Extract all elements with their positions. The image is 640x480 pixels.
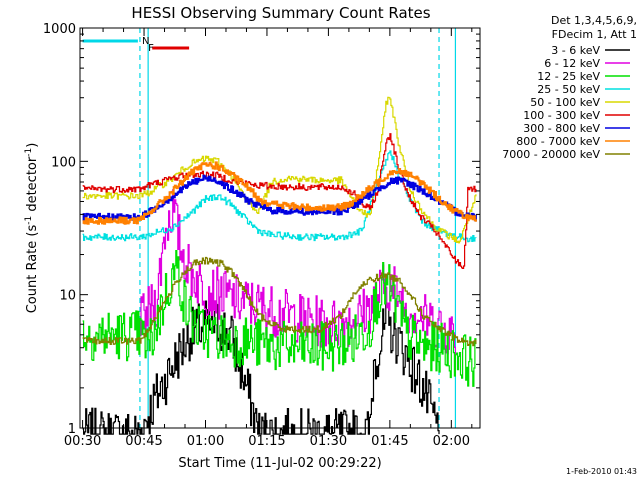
x-tick-label-6: 02:00	[433, 434, 470, 449]
series-line-8	[82, 256, 477, 347]
legend-label-3: 25 - 50 keV	[537, 83, 600, 96]
y-tick-label-2: 100	[51, 155, 76, 170]
legend-header-1: Det 1,3,4,5,6,9,	[551, 14, 637, 27]
series-line-7	[82, 161, 477, 225]
chart-title: HESSI Observing Summary Count Rates	[131, 4, 430, 22]
legend-label-7: 800 - 7000 keV	[516, 135, 600, 148]
x-tick-label-4: 01:30	[310, 434, 347, 449]
legend-label-1: 6 - 12 keV	[544, 57, 600, 70]
y-axis-label: Count Rate (s-1 detector-1)	[24, 143, 40, 314]
legend-label-8: 7000 - 20000 keV	[502, 148, 600, 161]
y-tick-label-0: 1	[68, 422, 76, 437]
legend-label-0: 3 - 6 keV	[551, 44, 600, 57]
x-tick-label-3: 01:15	[248, 434, 285, 449]
x-tick-label-2: 01:00	[187, 434, 224, 449]
y-tick-label-3: 1000	[43, 22, 76, 37]
series-line-0	[82, 300, 440, 435]
y-axis-label-exp1: -1	[24, 216, 34, 225]
x-axis-label: Start Time (11-Jul-02 00:29:22)	[178, 456, 381, 471]
y-axis-label-exp2: -1	[24, 148, 34, 157]
flag-label-F: F	[148, 43, 154, 54]
legend-label-4: 50 - 100 keV	[530, 96, 600, 109]
legend: Det 1,3,4,5,6,9, FDecim 1, Att 1 3 - 6 k…	[502, 14, 637, 161]
day-night-markers	[139, 28, 457, 428]
x-tick-label-0: 00:30	[64, 434, 101, 449]
series-lines	[82, 96, 477, 435]
plot-frame	[79, 27, 481, 429]
series-line-4	[82, 96, 477, 244]
flag-label-N: N	[142, 36, 149, 47]
axes: 00:30 00:45 01:00 01:15 01:30 01:45 02:00 1 10 10…	[43, 22, 480, 449]
x-tick-label-1: 00:45	[125, 434, 162, 449]
y-tick-label-1: 10	[59, 289, 76, 304]
y-axis-label-suffix: )	[25, 143, 40, 148]
y-axis-label-mid: detector	[25, 156, 40, 216]
series-line-2	[82, 250, 477, 387]
legend-label-5: 100 - 300 keV	[523, 109, 600, 122]
legend-label-2: 12 - 25 keV	[537, 70, 600, 83]
series-line-6	[82, 174, 477, 222]
series-line-5	[82, 133, 477, 269]
y-axis-label-prefix: Count Rate (s	[25, 225, 40, 314]
series-line-1	[139, 189, 456, 359]
x-tick-label-5: 01:45	[371, 434, 408, 449]
footer-date: 1-Feb-2010 01:43	[566, 467, 637, 476]
legend-label-6: 300 - 800 keV	[523, 122, 600, 135]
series-line-3	[82, 150, 477, 243]
legend-header-2: FDecim 1, Att 1	[552, 28, 637, 41]
flags: NF	[82, 36, 190, 54]
